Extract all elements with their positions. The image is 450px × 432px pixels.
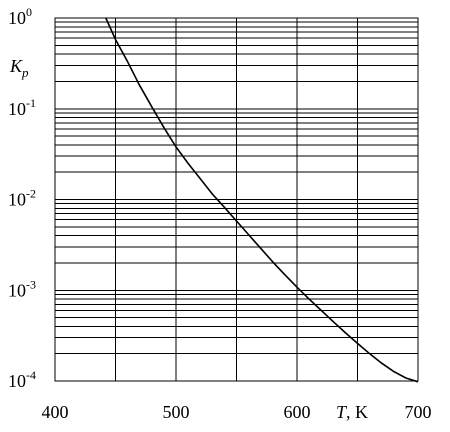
x-axis-symbol: T	[336, 402, 348, 422]
y-tick-labels: 10-4 10-3 10-2 10-1 100	[8, 5, 36, 391]
y-tick-label: 10-4	[8, 368, 36, 391]
series-line	[105, 17, 419, 383]
x-tick-label: 500	[163, 402, 190, 422]
plot-frame	[54, 17, 419, 382]
x-tick-label: 400	[42, 402, 69, 422]
x-axis-label: T, K	[336, 402, 368, 422]
x-tick-label: 700	[405, 402, 432, 422]
grid	[55, 18, 418, 381]
y-tick-label: 10-3	[8, 277, 36, 300]
y-tick-label: 10-2	[8, 187, 36, 210]
x-tick-labels: 400 500 600 700	[42, 402, 432, 422]
y-axis-subscript: p	[21, 65, 29, 80]
x-tick-label: 600	[284, 402, 311, 422]
y-axis-label: Kp	[9, 56, 29, 80]
y-axis-symbol: K	[9, 56, 23, 76]
y-tick-label: 10-1	[8, 96, 36, 119]
y-tick-label: 100	[8, 5, 32, 28]
x-axis-unit: , K	[346, 402, 368, 422]
